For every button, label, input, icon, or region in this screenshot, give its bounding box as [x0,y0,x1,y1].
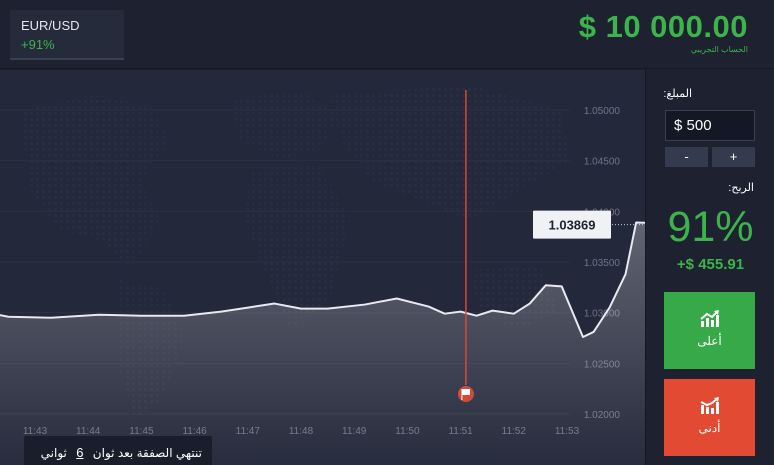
y-tick-label: 1.03500 [584,258,621,269]
profit-percent: 91% [667,203,754,251]
expiry-countdown: تنتهي الصفقة بعد ثوان 6 ثواني [24,436,212,465]
amount-input[interactable] [665,110,755,141]
trade-panel: المبلغ: - + الربح: 91% +$ 455.91 أعلى [645,70,774,465]
finish-flag-icon [457,386,474,402]
price-area [0,222,645,465]
decrease-amount-button[interactable]: - [665,147,708,167]
asset-name: EUR/USD [21,18,80,33]
current-price-box [533,210,611,239]
chart-down-icon [700,397,720,418]
y-tick-label: 1.04500 [584,157,621,168]
profit-label: الربح: [728,182,754,194]
amount-label: المبلغ: [663,88,692,100]
y-tick-label: 1.05000 [584,106,621,117]
plot-layer: 1.03869 [0,90,645,465]
countdown-seconds: 6 [76,445,84,460]
y-tick-label: 1.03000 [584,309,621,320]
increase-amount-button[interactable]: + [712,147,755,167]
higher-button[interactable]: أعلى [664,292,755,369]
lower-button[interactable]: أدنى [664,379,755,456]
profit-amount: +$ 455.91 [676,256,745,273]
account-balance: $ 10 000.00 [578,9,748,44]
countdown-suffix: ثواني [40,446,67,460]
higher-label: أعلى [697,334,722,348]
current-price-label: 1.03869 [549,218,596,233]
header: EUR/USD +91% $ 10 000.00 الحساب التجريبي [0,0,774,69]
asset-tab-eurusd[interactable]: EUR/USD +91% [10,10,124,60]
countdown-prefix: تنتهي الصفقة بعد ثوان [92,446,202,460]
lower-label: أدنى [698,421,721,435]
price-chart[interactable]: 1.050001.045001.040001.035001.030001.025… [0,70,645,465]
price-line [0,221,645,338]
chart-svg: 1.050001.045001.040001.035001.030001.025… [0,70,645,465]
demo-account-label: الحساب التجريبي [690,45,748,54]
chart-up-icon [700,310,720,331]
countdown-text: تنتهي الصفقة بعد ثوان 6 ثواني [41,445,202,460]
asset-payout: +91% [21,37,55,52]
